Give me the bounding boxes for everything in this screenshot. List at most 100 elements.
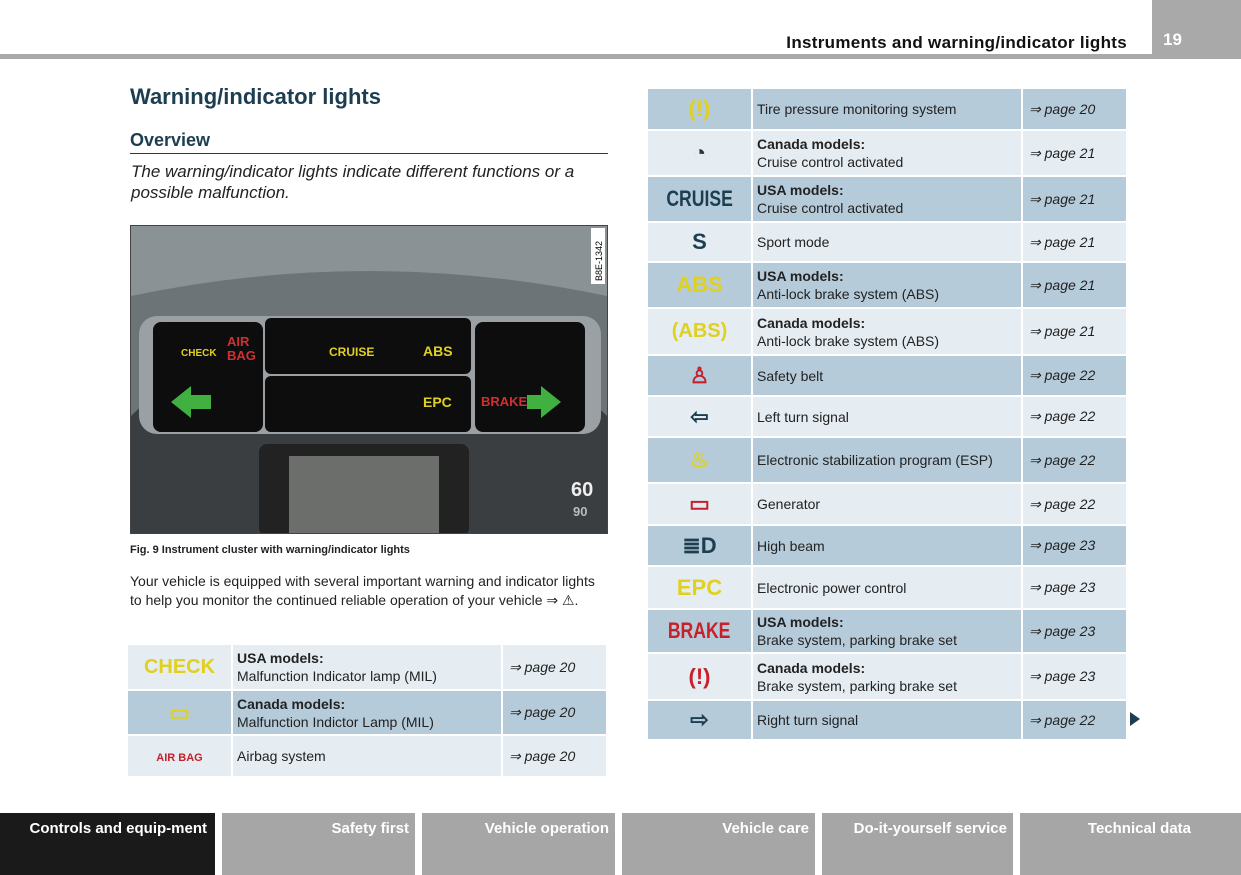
sport-mode-icon: S xyxy=(692,229,707,254)
page-reference-link[interactable]: ⇒ page 23 xyxy=(1029,537,1096,553)
model-label: USA models: xyxy=(237,650,324,666)
footer-tab[interactable]: Safety first xyxy=(222,813,415,875)
model-label: USA models: xyxy=(757,182,844,198)
page-reference-link[interactable]: ⇒ page 20 xyxy=(1029,100,1096,117)
indicator-row: (!) Tire pressure monitoring system ⇒ pa… xyxy=(648,89,1126,130)
left-arrow-icon xyxy=(171,386,211,418)
indicator-description: Brake system, parking brake set xyxy=(757,677,957,694)
indicator-description: Anti-lock brake system (ABS) xyxy=(757,286,940,302)
epc-label: EPC xyxy=(423,394,452,410)
page-reference-link[interactable]: ⇒ page 22 xyxy=(1029,408,1096,424)
indicator-row: ◔ Canada models: Cruise control activated… xyxy=(648,130,1126,176)
page-reference-link[interactable]: ⇒ page 23 xyxy=(1029,668,1096,684)
indicator-row: CRUISE USA models: Cruise control activat… xyxy=(648,176,1126,222)
indicator-description: Electronic power control xyxy=(757,579,907,596)
indicator-row: ♨ Electronic stabilization program (ESP)… xyxy=(648,437,1126,483)
model-label: USA models: xyxy=(757,614,844,630)
abs-circle-icon: (ABS) xyxy=(671,320,728,342)
page-reference-link[interactable]: ⇒ page 21 xyxy=(1029,233,1096,250)
footer-tab[interactable]: Controls and equip-ment xyxy=(0,813,215,875)
indicator-description: Left turn signal xyxy=(757,408,849,425)
page-reference-link[interactable]: ⇒ page 22 xyxy=(1029,495,1096,512)
indicator-row: S Sport mode ⇒ page 21 xyxy=(648,222,1126,262)
indicator-description: Sport mode xyxy=(757,234,830,250)
model-label: Canada models: xyxy=(757,136,866,152)
page-reference-link[interactable]: ⇒ page 21 xyxy=(1029,190,1096,207)
safety-belt-icon: ♙ xyxy=(689,362,710,388)
esp-icon: ♨ xyxy=(689,447,710,472)
figure-caption: Fig. 9 Instrument cluster with warning/i… xyxy=(130,544,410,556)
abs-icon: ABS xyxy=(676,272,723,297)
section-subtitle: Overview xyxy=(130,130,608,154)
indicator-description: Cruise control activated xyxy=(757,154,904,170)
brake-circle-icon: (!) xyxy=(688,663,711,689)
page-reference-link[interactable]: ⇒ page 23 xyxy=(1029,622,1096,639)
battery-icon: ▭ xyxy=(689,491,710,516)
cruise-icon: CRUISE xyxy=(666,186,733,211)
footer-tab[interactable]: Do-it-yourself service xyxy=(822,813,1013,875)
indicator-row: ▭ Canada models: Malfunction Indictor Lam… xyxy=(128,690,606,735)
abs-label: ABS xyxy=(423,343,453,359)
check-engine-icon: CHECK xyxy=(143,655,216,678)
indicator-description: Right turn signal xyxy=(757,712,859,728)
right-turn-icon: ⇨ xyxy=(690,707,709,732)
footer-tab[interactable]: Technical data xyxy=(1020,813,1241,875)
indicator-row: EPC Electronic power control ⇒ page 23 xyxy=(648,566,1126,609)
airbag-icon: AIR BAG xyxy=(156,752,203,764)
indicator-row: (ABS) Canada models: Anti-lock brake syst… xyxy=(648,308,1126,355)
epc-icon: EPC xyxy=(676,574,723,600)
model-label: Canada models: xyxy=(757,659,866,676)
speed-90-label: 90 xyxy=(573,504,587,519)
cruise-label: CRUISE xyxy=(329,345,374,359)
cruise-gauge-icon: ◔ xyxy=(692,140,707,165)
indicator-description: Brake system, parking brake set xyxy=(757,632,957,648)
indicator-row: ≣D High beam ⇒ page 23 xyxy=(648,525,1126,566)
continue-arrow-icon xyxy=(1130,712,1140,726)
indicator-row: AIR BAG Airbag system ⇒ page 20 xyxy=(128,735,606,777)
page-reference-link[interactable]: ⇒ page 20 xyxy=(509,704,576,720)
page-reference-link[interactable]: ⇒ page 22 xyxy=(1029,451,1096,468)
indicator-row: ⇦ Left turn signal ⇒ page 22 xyxy=(648,396,1126,437)
indicator-description: Safety belt xyxy=(757,367,824,384)
page-reference-link[interactable]: ⇒ page 22 xyxy=(1029,711,1096,728)
speed-60-label: 60 xyxy=(571,479,593,501)
indicator-description: Anti-lock brake system (ABS) xyxy=(757,332,940,349)
check-label: CHECK xyxy=(181,348,217,359)
indicator-description: High beam xyxy=(757,537,825,554)
indicator-row: ♙ Safety belt ⇒ page 22 xyxy=(648,355,1126,396)
indicator-row: BRAKE USA models: Brake system, parking b… xyxy=(648,609,1126,653)
indicator-description: Malfunction Indicator lamp (MIL) xyxy=(237,668,437,684)
indicator-row: ▭ Generator ⇒ page 22 xyxy=(648,483,1126,525)
page-reference-link[interactable]: ⇒ page 21 xyxy=(1029,276,1096,293)
body-text: Your vehicle is equipped with several im… xyxy=(130,573,595,608)
model-label: Canada models: xyxy=(237,695,346,712)
tire-pressure-icon: (!) xyxy=(688,96,711,121)
footer-tab[interactable]: Vehicle care xyxy=(622,813,815,875)
brake-label: BRAKE xyxy=(481,394,528,409)
left-turn-icon: ⇦ xyxy=(690,403,709,429)
page-reference-link[interactable]: ⇒ page 20 xyxy=(509,658,576,675)
model-label: USA models: xyxy=(757,268,844,284)
right-indicator-table: (!) Tire pressure monitoring system ⇒ pa… xyxy=(648,89,1126,741)
page-reference-link[interactable]: ⇒ page 23 xyxy=(1029,579,1096,595)
intro-text: The warning/indicator lights indicate di… xyxy=(131,162,575,202)
page-reference-link[interactable]: ⇒ page 21 xyxy=(1029,144,1096,161)
page-number: 19 xyxy=(1152,0,1241,59)
left-indicator-table: CHECK USA models: Malfunction Indicator l… xyxy=(128,645,606,778)
indicator-description: Electronic stabilization program (ESP) xyxy=(757,452,993,468)
page-reference-link[interactable]: ⇒ page 21 xyxy=(1029,323,1096,339)
indicator-row: ABS USA models: Anti-lock brake system (A… xyxy=(648,262,1126,308)
page-reference-link[interactable]: ⇒ page 22 xyxy=(1029,367,1096,383)
indicator-description: Tire pressure monitoring system xyxy=(757,101,957,117)
engine-icon: ▭ xyxy=(169,699,190,725)
header-rule xyxy=(0,54,1152,59)
indicator-row: CHECK USA models: Malfunction Indicator l… xyxy=(128,645,606,690)
indicator-description: Generator xyxy=(757,496,821,512)
air-label: AIR xyxy=(227,334,250,349)
page-reference-link[interactable]: ⇒ page 20 xyxy=(509,747,576,764)
indicator-description: Malfunction Indictor Lamp (MIL) xyxy=(237,713,434,730)
high-beam-icon: ≣D xyxy=(682,532,717,558)
indicator-description: Airbag system xyxy=(237,748,326,764)
footer-tab[interactable]: Vehicle operation xyxy=(422,813,615,875)
indicator-row: ⇨ Right turn signal ⇒ page 22 xyxy=(648,700,1126,740)
